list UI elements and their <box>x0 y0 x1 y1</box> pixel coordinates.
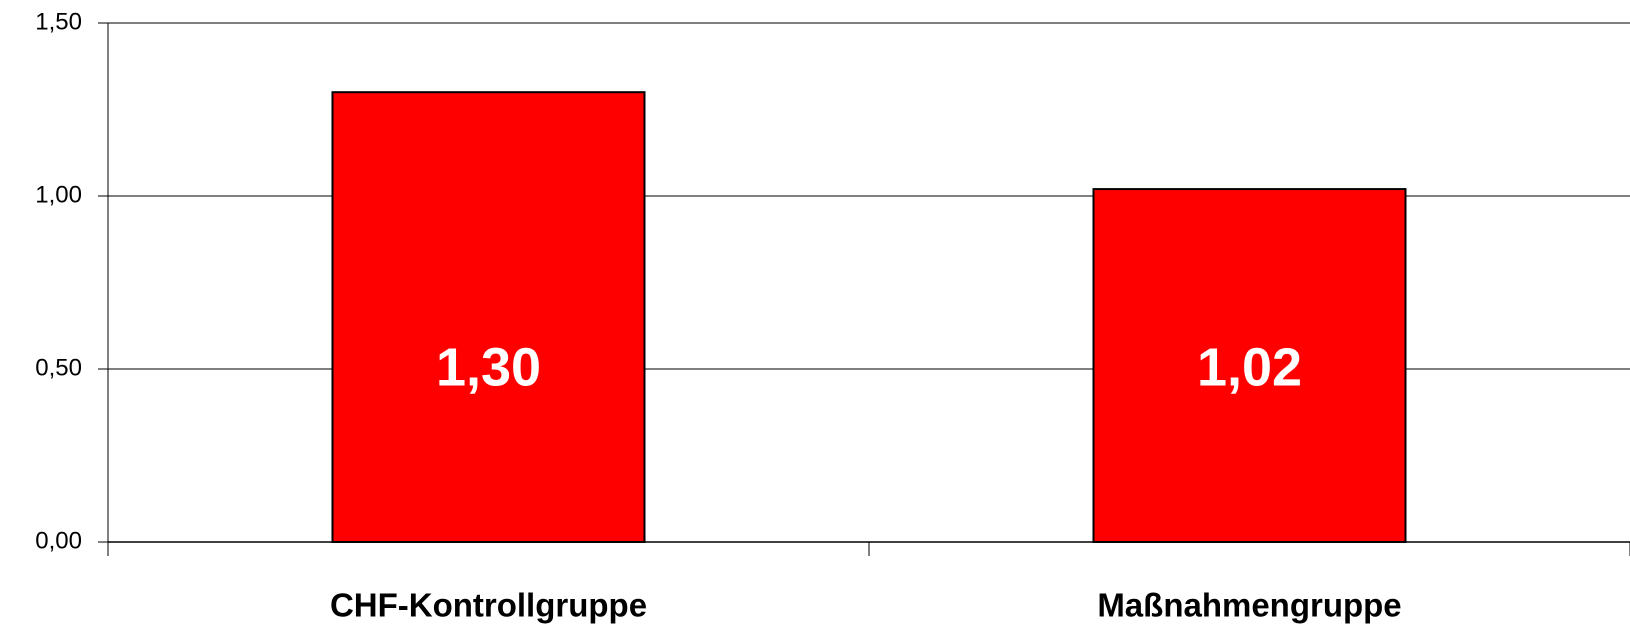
x-tick-label: Maßnahmengruppe <box>1097 587 1401 624</box>
x-tick-label: CHF-Kontrollgruppe <box>330 587 647 624</box>
y-tick-label: 1,50 <box>35 8 82 35</box>
data-label: 1,30 <box>436 337 541 397</box>
y-tick-label: 0,00 <box>35 527 82 554</box>
y-tick-label: 1,00 <box>35 181 82 208</box>
y-tick-label: 0,50 <box>35 354 82 381</box>
data-label: 1,02 <box>1197 337 1302 397</box>
bar <box>1092 188 1407 544</box>
bar <box>331 91 646 543</box>
